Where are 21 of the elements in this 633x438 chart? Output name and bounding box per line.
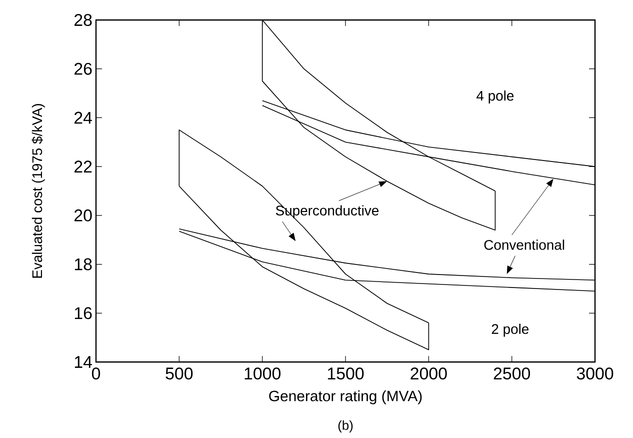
y-tick-label: 14 [74, 356, 92, 368]
x-tick-label: 1000 [244, 368, 281, 380]
x-tick-label: 2000 [410, 368, 447, 380]
annotation: 2 pole [492, 324, 529, 337]
text: (b) [338, 420, 353, 432]
x-tick-label: 500 [166, 368, 193, 380]
annotation: Conventional [484, 240, 564, 250]
x-tick-label: 1500 [328, 368, 364, 380]
x-tick-label: 2500 [494, 368, 530, 380]
y-tick-label: 18 [74, 258, 92, 270]
y-tick-label: 26 [74, 62, 92, 75]
x-tick-label: 3000 [576, 368, 614, 380]
y-tick-label: 16 [74, 307, 92, 320]
x-axis-title: Generator rating (MVA) [269, 390, 422, 404]
y-tick-label: 24 [74, 112, 92, 124]
y-axis-title: Evaluated cost (1975 $/kVA) [32, 104, 45, 278]
y-tick-label: 20 [74, 209, 92, 222]
x-tick-label: 0 [92, 368, 100, 380]
y-tick-label: 28 [74, 14, 92, 26]
annotation: 4 pole [476, 90, 514, 104]
y-tick-label: 22 [74, 160, 92, 172]
